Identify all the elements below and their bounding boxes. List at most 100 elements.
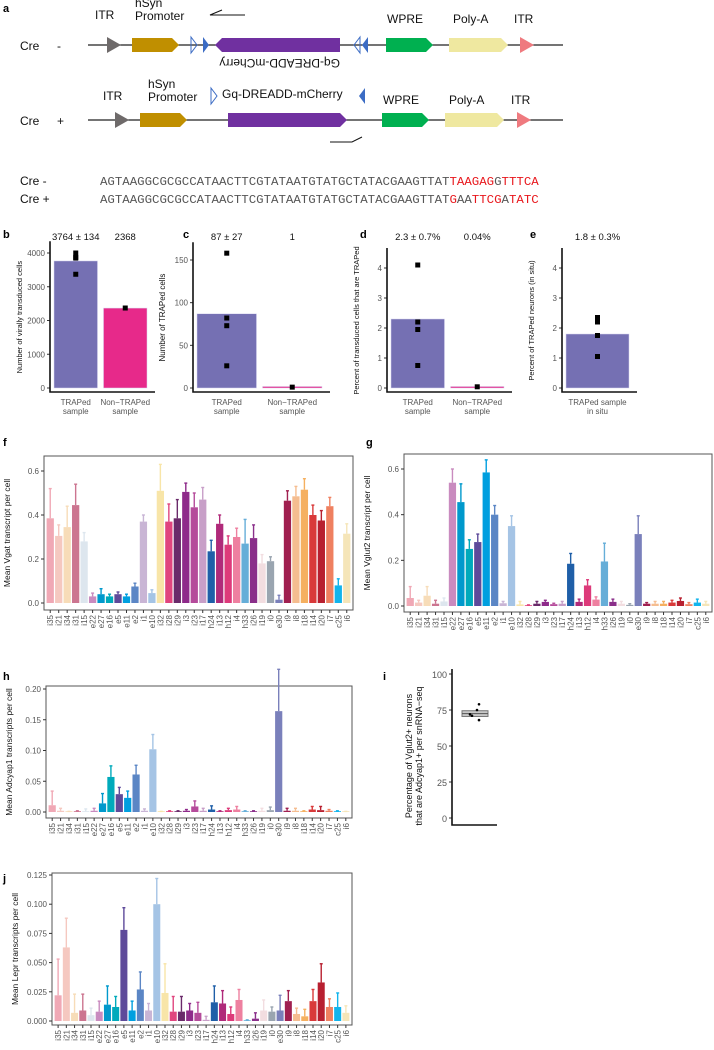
- y-tick-label-line: 0.0: [28, 599, 40, 608]
- bar-c25: [334, 585, 342, 603]
- data-point: [73, 250, 79, 256]
- bar-i35: [406, 598, 414, 606]
- chart-i: 0 25 50 75 100 Percentage of Vglut2+ neuronst…: [404, 669, 497, 826]
- x-tick-label-line: e16: [107, 822, 116, 836]
- x-tick-label-line: c25: [693, 616, 702, 629]
- value-annotation-line: 1.8 ± 0.3%: [575, 232, 621, 243]
- bar-i19: [258, 810, 266, 812]
- x-tick-label-line: i21: [62, 1029, 71, 1040]
- x-tick-label-line: e10: [149, 822, 158, 836]
- x-tick-label: i9: [284, 1029, 293, 1036]
- bar-i29: [174, 811, 182, 812]
- bar: [103, 307, 148, 389]
- sequence-common: AGTAAGGCGCGCCATAACTTCGTATAATGTATGCTATACG…: [100, 193, 449, 207]
- bar-i28: [524, 605, 533, 606]
- y-tick-label-line: 0.125: [27, 871, 48, 880]
- x-tick-label-line: i17: [558, 616, 567, 627]
- x-tick-label: i8: [293, 1029, 302, 1036]
- x-tick-label-line: i23: [550, 616, 559, 627]
- x-category-label-line: sample: [214, 407, 240, 416]
- value-annotation: 3764 ± 134: [52, 232, 99, 243]
- bar-i26: [609, 601, 617, 606]
- x-tick-label: i32: [156, 614, 165, 625]
- bar-h24: [567, 563, 575, 606]
- bar-i32: [161, 992, 169, 1021]
- x-tick-label: i29: [533, 616, 542, 627]
- x-tick-label: i19: [258, 614, 267, 625]
- bar-i17: [199, 499, 207, 603]
- data-point: [595, 333, 600, 338]
- sequence-match: G: [494, 175, 501, 189]
- wpre-label-line: WPRE: [383, 93, 419, 107]
- x-tick-label: i34: [65, 822, 74, 833]
- y-tick-label-line: 0.025: [27, 988, 48, 997]
- y-tick-label-line: 0.050: [27, 959, 48, 968]
- y-tick-label: 0.125: [27, 871, 48, 880]
- lox-open-icon: [353, 35, 361, 55]
- y-tick-label-line: 0.100: [27, 900, 48, 909]
- x-tick-label-line: i17: [202, 1029, 211, 1040]
- x-tick-label: e2: [131, 614, 140, 623]
- data-point: [415, 327, 421, 332]
- x-tick-label-line: i14: [309, 614, 318, 625]
- x-tick-label-line: i26: [250, 614, 259, 625]
- x-tick-label-line: i1: [145, 1029, 154, 1036]
- construct-label-line: Cre: [20, 39, 40, 53]
- polya-label: Poly-A: [453, 12, 488, 26]
- x-tick-label: i26: [250, 614, 259, 625]
- x-tick-label-line: e27: [99, 822, 108, 836]
- x-tick-label-line: e5: [120, 1029, 129, 1038]
- x-tick-label-line: i15: [87, 1029, 96, 1040]
- gene-label-line: Gq-DREADD-mCherry: [222, 87, 343, 101]
- construct-label: Cre: [20, 39, 40, 53]
- sequence-match: A: [502, 193, 510, 207]
- x-tick-label-line: i7: [325, 822, 334, 829]
- bar-i7: [325, 810, 333, 812]
- x-tick-label-line: i8: [651, 616, 660, 623]
- y-tick-label-line: 0: [184, 384, 189, 393]
- x-tick-label-line: i19: [617, 616, 626, 627]
- x-tick-label: e16: [465, 616, 474, 630]
- x-tick-label: i4: [233, 614, 242, 621]
- bar-i28: [165, 521, 173, 603]
- bar-e2: [136, 989, 144, 1021]
- x-tick-label: i6: [342, 1029, 351, 1036]
- y-tick-label-line: 0.0: [388, 602, 400, 611]
- bar-i18: [300, 489, 309, 603]
- x-tick-label-line: i15: [440, 616, 449, 627]
- y-tick-label-line: 75: [437, 706, 447, 716]
- bar-i4: [235, 999, 243, 1021]
- x-tick-label-line: i35: [54, 1029, 63, 1040]
- value-annotation: 2.3 ± 0.7%: [395, 232, 441, 243]
- x-tick-label-line: i6: [702, 616, 711, 623]
- sequence-label-line: Cre +: [20, 192, 50, 206]
- x-tick-label: e30: [276, 1029, 285, 1043]
- sequence-mismatch: TAAGAG: [449, 175, 494, 189]
- x-tick-label: i26: [251, 1029, 260, 1040]
- x-tick-label-line: h12: [584, 616, 593, 630]
- x-tick-label: h12: [224, 614, 233, 628]
- bar-i35: [54, 995, 62, 1021]
- x-tick-label: i17: [202, 1029, 211, 1040]
- bar-i7: [685, 604, 693, 606]
- y-tick-label: 0.025: [27, 988, 48, 997]
- y-tick-label: 0.100: [27, 900, 48, 909]
- x-tick-label: i15: [440, 616, 449, 627]
- chart-e: 0 1 2 3 4 TRAPed sample in situ 1.8 ± 0.3% Perce…: [527, 232, 637, 416]
- x-tick-label-line: i21: [57, 822, 66, 833]
- y-axis-title-line: Mean Vglut2 transcript per cell: [362, 475, 372, 590]
- bar-e11: [124, 797, 132, 812]
- x-tick-label: i15: [87, 1029, 96, 1040]
- bar-e2: [491, 514, 499, 606]
- x-tick-label-line: i8: [292, 614, 301, 621]
- bar-e10: [148, 593, 156, 603]
- y-tick-label: 50: [437, 742, 447, 752]
- x-tick-label: i23: [194, 1029, 203, 1040]
- bar-i29: [533, 603, 541, 606]
- bar-i8: [291, 810, 300, 812]
- x-category-label-line: sample: [279, 407, 305, 416]
- panel-label-d: d: [360, 229, 367, 241]
